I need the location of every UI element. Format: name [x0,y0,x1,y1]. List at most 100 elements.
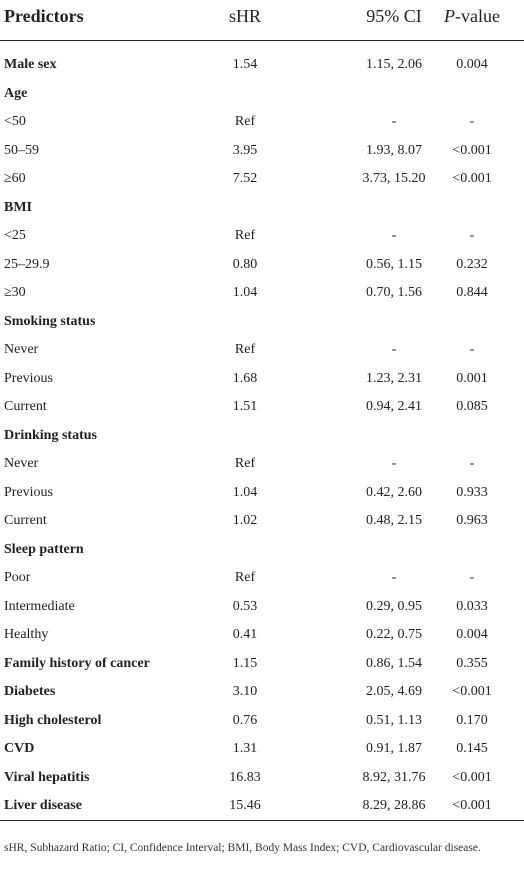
pvalue-cell: - [469,228,475,243]
predictor-cell: High cholesterol [4,712,102,728]
table-row: ≥60 7.52 3.73, 15.20 <0.001 [0,165,524,193]
pvalue-cell: <0.001 [452,769,492,785]
predictor-cell: Family history of cancer [4,655,150,671]
table-row: Previous 1.68 1.23, 2.31 0.001 [0,365,524,393]
table-row: Male sex 1.54 1.15, 2.06 0.004 [0,51,524,79]
shr-cell: 3.10 [232,684,258,699]
predictor-cell: 25–29.9 [4,256,50,272]
pvalue-cell: <0.001 [452,798,492,813]
shr-cell: 1.04 [232,484,258,500]
table-row: Intermediate 0.53 0.29, 0.95 0.033 [0,593,524,621]
pvalue-cell: 0.844 [456,285,488,300]
pvalue-cell: 0.170 [456,712,488,728]
shr-cell: Ref [234,114,256,129]
predictor-cell: Poor [4,570,31,585]
predictor-cell: Male sex [4,57,57,72]
shr-cell: 1.02 [232,513,258,528]
predictor-cell: ≥60 [4,171,26,186]
ci-cell: 0.42, 2.60 [366,484,422,500]
ci-cell: 0.29, 0.95 [366,598,422,614]
ci-cell: 0.86, 1.54 [366,655,422,671]
pvalue-cell: <0.001 [452,684,492,699]
shr-cell: 0.80 [232,256,258,272]
shr-cell: 15.46 [229,798,261,813]
table-row: Sleep pattern [0,536,524,564]
predictor-cell: Viral hepatitis [4,769,90,785]
table-footnote: sHR, Subhazard Ratio; CI, Confidence Int… [4,842,481,854]
predictor-cell: 50–59 [4,142,39,158]
ci-cell: 0.22, 0.75 [366,627,422,642]
ci-cell: - [391,570,397,585]
predictor-cell: Sleep pattern [4,541,84,557]
predictor-cell: Current [4,399,47,414]
shr-cell: 1.31 [232,741,258,756]
ci-cell: 1.23, 2.31 [366,370,422,386]
shr-cell: 1.51 [232,399,258,414]
ci-cell: 0.91, 1.87 [366,741,422,756]
table-row: <25 Ref - - [0,222,524,250]
bottom-rule [0,820,524,821]
ci-cell: - [391,342,397,357]
table-row: <50 Ref - - [0,108,524,136]
ci-cell: 0.51, 1.13 [366,712,422,728]
table-row: Liver disease 15.46 8.29, 28.86 <0.001 [0,792,524,820]
predictor-cell: Drinking status [4,427,97,443]
ci-cell: 3.73, 15.20 [362,171,426,186]
shr-cell: 1.04 [232,285,258,300]
predictor-cell: BMI [4,199,32,215]
predictor-cell: Current [4,513,47,528]
ci-cell: 0.94, 2.41 [366,399,422,414]
predictor-cell: Healthy [4,627,49,642]
ci-cell: - [391,228,397,243]
ci-cell: 8.29, 28.86 [362,798,426,813]
table-row: Poor Ref - - [0,564,524,592]
table-row: Smoking status [0,308,524,336]
pvalue-cell: 0.085 [456,399,488,414]
table-row: Drinking status [0,422,524,450]
table-row: Age [0,80,524,108]
pvalue-cell: 0.933 [456,484,488,500]
ci-cell: 8.92, 31.76 [362,769,426,785]
table-row: High cholesterol 0.76 0.51, 1.13 0.170 [0,707,524,735]
pvalue-cell: - [469,456,475,471]
shr-cell: 16.83 [229,769,261,785]
header-shr: sHR [228,6,261,26]
shr-cell: Ref [234,342,256,357]
predictor-cell: CVD [4,741,35,756]
shr-cell: 1.15 [232,655,258,671]
table-row: Current 1.51 0.94, 2.41 0.085 [0,393,524,421]
pvalue-cell: 0.355 [456,655,488,671]
predictor-cell: Previous [4,484,53,500]
table-row: Previous 1.04 0.42, 2.60 0.933 [0,479,524,507]
predictor-cell: Never [4,456,39,471]
table-row: Family history of cancer 1.15 0.86, 1.54 0.… [0,650,524,678]
shr-cell: 1.54 [232,57,258,72]
predictor-cell: Previous [4,370,53,386]
shr-cell: Ref [234,456,256,471]
predictor-cell: Intermediate [4,598,75,614]
shr-cell: 0.41 [232,627,258,642]
shr-cell: 0.53 [232,598,258,614]
predictor-cell: Liver disease [4,798,82,813]
ci-cell: - [391,114,397,129]
predictor-cell: Smoking status [4,313,96,329]
pvalue-cell: - [469,114,475,129]
ci-cell: 0.48, 2.15 [366,513,422,528]
pvalue-cell: 0.033 [456,598,488,614]
predictor-cell: <25 [4,228,26,243]
pvalue-cell: 0.001 [456,370,488,386]
table-row: Viral hepatitis 16.83 8.92, 31.76 <0.001 [0,764,524,792]
pvalue-cell: 0.963 [456,513,488,528]
pvalue-cell: 0.145 [456,741,488,756]
pvalue-cell: 0.004 [456,57,488,72]
pvalue-cell: 0.232 [456,256,488,272]
table-header: Predictors sHR 95% CI P-value [0,0,524,40]
shr-cell: 0.76 [232,712,258,728]
predictor-cell: Age [4,85,28,101]
table-row: CVD 1.31 0.91, 1.87 0.145 [0,735,524,763]
predictor-cell: Never [4,342,39,357]
table-row: Diabetes 3.10 2.05, 4.69 <0.001 [0,678,524,706]
pvalue-cell: 0.004 [456,627,488,642]
table-row: ≥30 1.04 0.70, 1.56 0.844 [0,279,524,307]
table-row: 25–29.9 0.80 0.56, 1.15 0.232 [0,251,524,279]
